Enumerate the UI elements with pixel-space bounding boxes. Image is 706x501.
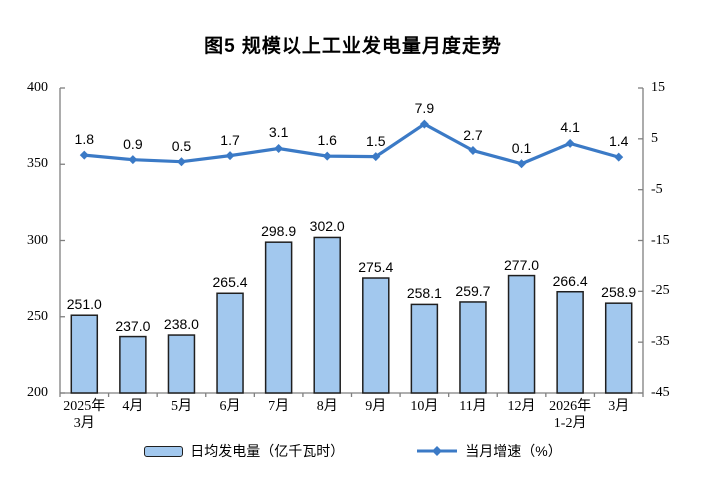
line-marker <box>322 151 332 161</box>
legend-label-bar: 日均发电量（亿千瓦时） <box>190 443 345 459</box>
bar <box>459 301 487 394</box>
line-marker <box>614 152 624 162</box>
bar <box>167 334 196 394</box>
line-marker <box>176 157 186 167</box>
legend-item-bar: 日均发电量（亿千瓦时） <box>144 441 344 461</box>
bar-series-swatch <box>144 445 184 457</box>
legend-item-line: 当月增速（%） <box>416 441 562 461</box>
line-marker <box>517 159 527 169</box>
line-series <box>82 122 621 166</box>
bar <box>556 290 584 394</box>
line-marker <box>419 119 429 129</box>
bar <box>264 241 293 394</box>
chart-title: 图5 规模以上工业发电量月度走势 <box>204 36 502 57</box>
line-marker <box>225 151 235 161</box>
bar <box>362 277 390 394</box>
bar <box>313 236 341 394</box>
bar <box>70 314 99 394</box>
line-marker <box>468 146 478 156</box>
bar <box>119 335 147 394</box>
bar <box>507 274 536 394</box>
line-marker <box>274 143 284 153</box>
bar <box>216 292 244 394</box>
line-marker <box>128 155 138 165</box>
line-marker <box>371 152 381 162</box>
legend-label-line: 当月增速（%） <box>465 443 562 459</box>
bar <box>604 302 633 394</box>
legend: 日均发电量（亿千瓦时） 当月增速（%） <box>0 441 706 461</box>
line-series-swatch <box>417 446 458 456</box>
line-marker <box>79 150 89 160</box>
bar <box>410 303 439 394</box>
line-marker <box>565 138 575 148</box>
